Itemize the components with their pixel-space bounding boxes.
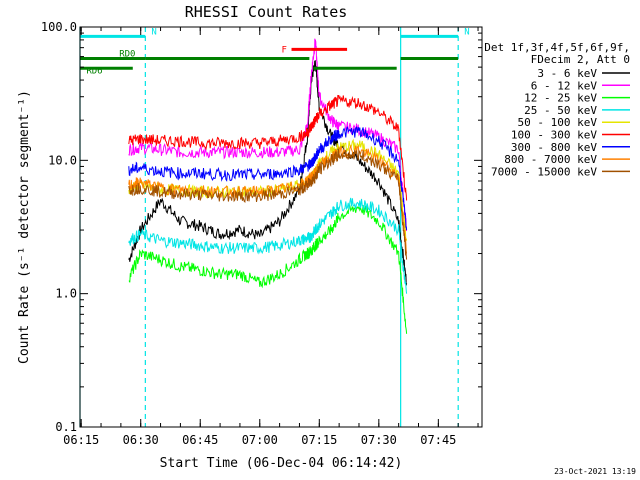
y-tick-label: 1.0: [55, 287, 77, 301]
x-tick-label: 06:15: [63, 433, 99, 447]
series-line-2: [128, 204, 408, 334]
legend-label: 3 - 6 keV: [537, 67, 597, 80]
x-tick-label: 07:00: [242, 433, 278, 447]
x-tick-label: 06:45: [182, 433, 218, 447]
y-tick-label: 100.0: [41, 20, 77, 34]
x-axis-label: Start Time (06-Dec-04 06:14:42): [160, 456, 403, 471]
legend-label: 6 - 12 keV: [531, 79, 598, 92]
annotation-label: RD0: [119, 50, 135, 60]
footer-timestamp: 23-Oct-2021 13:19: [554, 467, 636, 476]
plot-frame: [79, 26, 483, 428]
y-tick-label: 0.1: [55, 420, 77, 434]
series-line-8: [128, 148, 408, 260]
legend-label: 50 - 100 keV: [518, 116, 598, 129]
chart-title: RHESSI Count Rates: [185, 3, 348, 21]
legend-label: 300 - 800 keV: [511, 141, 597, 154]
annotation-label: F: [282, 45, 287, 55]
series-line-3: [128, 197, 408, 294]
legend-header: FDecim 2, Att 0: [531, 53, 630, 66]
y-axis-label: Count Rate (s⁻¹ detector segment⁻¹): [17, 90, 32, 364]
y-tick-label: 10.0: [48, 153, 77, 167]
x-tick-label: 07:15: [301, 433, 337, 447]
plot-area: N N RD0 RD6 F: [79, 27, 470, 427]
legend-label: 100 - 300 keV: [511, 129, 597, 142]
legend-label: 7000 - 15000 keV: [491, 165, 597, 178]
legend-label: 25 - 50 keV: [524, 104, 597, 117]
series-line-5: [128, 94, 408, 201]
x-tick-label: 06:30: [123, 433, 159, 447]
series-line-6: [128, 125, 408, 231]
legend-label: 12 - 25 keV: [524, 92, 597, 105]
legend-label: 800 - 7000 keV: [504, 153, 597, 166]
annotation-label: RD6: [86, 66, 102, 76]
axes: 0.1 1.0 10.0 100.0 06:15 06:30 06:45 07:00 07:15…: [41, 20, 482, 447]
annotation-label: N: [464, 27, 469, 37]
legend: Det 1f,3f,4f,5f,6f,9f,FDecim 2, Att 03 -…: [484, 41, 630, 178]
x-tick-label: 07:45: [420, 433, 456, 447]
annotation-label: N: [151, 27, 156, 37]
x-tick-label: 07:30: [361, 433, 397, 447]
legend-header: Det 1f,3f,4f,5f,6f,9f,: [484, 41, 630, 54]
